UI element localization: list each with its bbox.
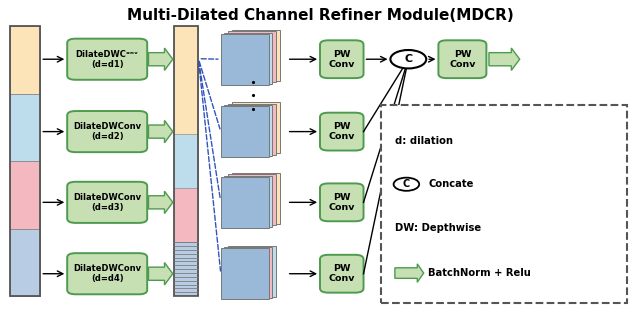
Bar xyxy=(174,242,198,296)
Text: C: C xyxy=(403,179,410,189)
FancyBboxPatch shape xyxy=(67,253,147,294)
Text: DilateDWConv
(d=d4): DilateDWConv (d=d4) xyxy=(73,264,141,283)
Bar xyxy=(228,104,276,155)
Text: DilateDWConv
(d=d2): DilateDWConv (d=d2) xyxy=(73,122,141,141)
Text: PW
Conv: PW Conv xyxy=(449,50,476,69)
FancyBboxPatch shape xyxy=(320,255,364,293)
Text: PW
Conv: PW Conv xyxy=(328,193,355,212)
Bar xyxy=(221,177,269,228)
Bar xyxy=(224,247,272,298)
Text: d: dilation: d: dilation xyxy=(395,136,453,146)
FancyBboxPatch shape xyxy=(67,182,147,223)
Bar xyxy=(174,26,198,134)
Text: PW
Conv: PW Conv xyxy=(328,122,355,141)
Circle shape xyxy=(390,50,426,68)
Text: PW
Conv: PW Conv xyxy=(328,264,355,283)
Bar xyxy=(10,94,40,161)
Circle shape xyxy=(394,178,419,191)
Bar xyxy=(232,30,280,81)
Bar xyxy=(174,188,198,242)
Bar xyxy=(10,229,40,296)
Text: BatchNorm + Relu: BatchNorm + Relu xyxy=(428,268,531,278)
Bar xyxy=(174,26,198,296)
Bar xyxy=(232,102,280,153)
Text: Concate: Concate xyxy=(429,179,474,189)
Bar xyxy=(10,26,40,94)
Polygon shape xyxy=(148,263,173,285)
Polygon shape xyxy=(148,120,173,143)
Bar xyxy=(10,161,40,229)
Bar xyxy=(221,248,269,299)
Polygon shape xyxy=(395,264,424,282)
FancyBboxPatch shape xyxy=(320,40,364,78)
FancyBboxPatch shape xyxy=(438,40,486,78)
Bar xyxy=(228,31,276,82)
Text: DilateDWCᵒⁿᵛ
(d=d1): DilateDWCᵒⁿᵛ (d=d1) xyxy=(76,50,139,69)
Text: DilateDWConv
(d=d3): DilateDWConv (d=d3) xyxy=(73,193,141,212)
Bar xyxy=(232,173,280,224)
Bar xyxy=(224,176,272,227)
Bar xyxy=(381,105,627,303)
Bar xyxy=(228,246,276,297)
Text: Multi-Dilated Channel Refiner Module(MDCR): Multi-Dilated Channel Refiner Module(MDC… xyxy=(127,8,513,23)
Bar xyxy=(224,105,272,156)
Polygon shape xyxy=(489,48,520,70)
Bar xyxy=(174,134,198,188)
Bar xyxy=(221,34,269,85)
Text: C: C xyxy=(404,54,412,64)
Bar xyxy=(10,26,40,296)
FancyBboxPatch shape xyxy=(320,184,364,221)
Text: PW
Conv: PW Conv xyxy=(328,50,355,69)
Polygon shape xyxy=(148,48,173,70)
Bar xyxy=(221,106,269,157)
Polygon shape xyxy=(148,191,173,214)
FancyBboxPatch shape xyxy=(67,111,147,152)
FancyBboxPatch shape xyxy=(67,39,147,80)
Bar xyxy=(228,174,276,225)
Bar xyxy=(224,33,272,84)
Text: DW: Depthwise: DW: Depthwise xyxy=(395,223,481,233)
FancyBboxPatch shape xyxy=(320,113,364,151)
